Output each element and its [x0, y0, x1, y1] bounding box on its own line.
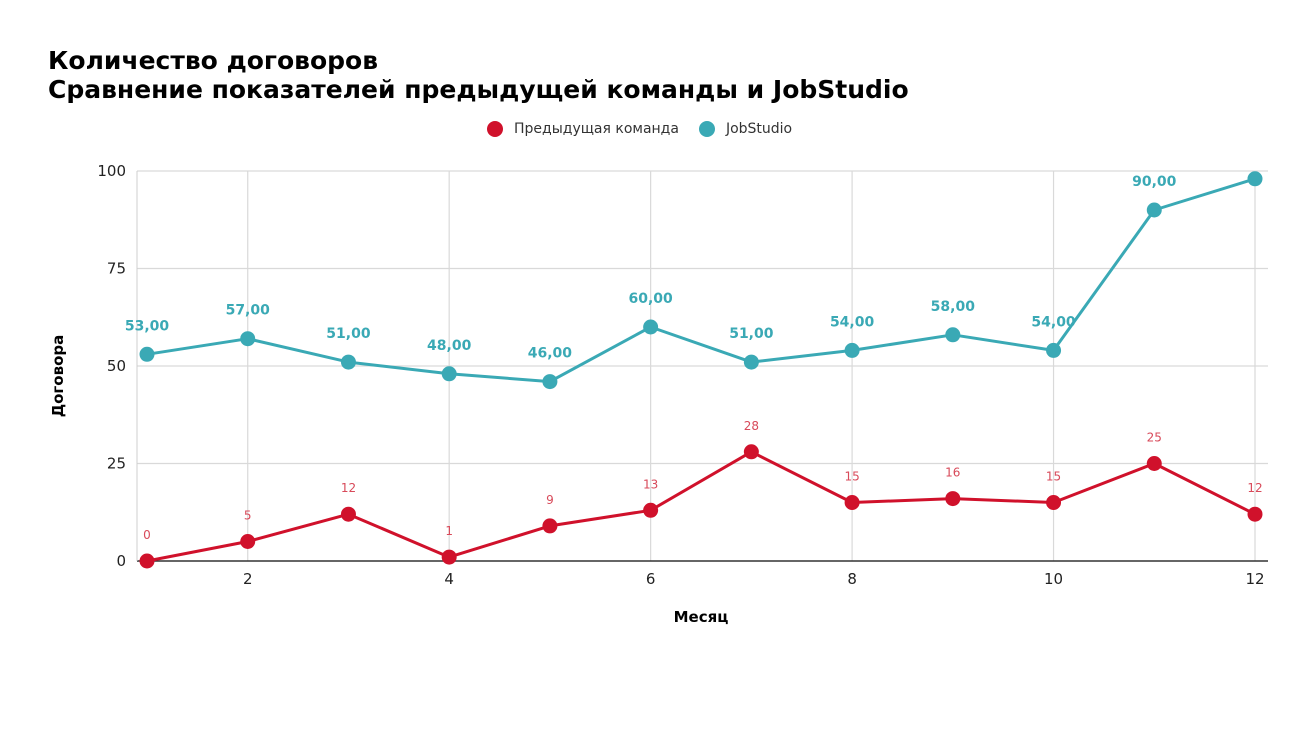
data-label-previous-team-5: 9 [546, 493, 554, 507]
legend-label-jobstudio: JobStudio [725, 121, 793, 137]
legend-swatch-previous-team [487, 121, 503, 137]
data-point-jobstudio-8 [844, 342, 860, 358]
x-tick-label-12: 12 [1245, 570, 1264, 588]
data-label-jobstudio-9: 58,00 [931, 299, 976, 315]
chart-title-line1: Количество договоров [48, 46, 379, 75]
data-point-previous-team-12 [1247, 506, 1263, 522]
y-tick-label-50: 50 [107, 357, 126, 375]
data-label-jobstudio-3: 51,00 [326, 326, 371, 342]
legend-item-previous-team[interactable]: Предыдущая команда [487, 121, 679, 137]
data-label-previous-team-8: 15 [844, 470, 859, 484]
x-tick-label-4: 4 [444, 570, 454, 588]
data-point-jobstudio-7 [743, 354, 759, 370]
legend-label-previous-team: Предыдущая команда [514, 121, 679, 137]
x-tick-label-10: 10 [1044, 570, 1063, 588]
data-point-previous-team-5 [542, 518, 558, 534]
data-point-jobstudio-5 [542, 374, 558, 390]
data-point-jobstudio-9 [945, 327, 961, 343]
data-point-jobstudio-3 [340, 354, 356, 370]
legend-item-jobstudio[interactable]: JobStudio [698, 121, 793, 137]
y-axis-title: Договора [49, 335, 67, 417]
data-point-jobstudio-4 [441, 366, 457, 382]
data-point-jobstudio-12 [1247, 171, 1263, 187]
data-label-previous-team-6: 13 [643, 477, 658, 491]
data-label-jobstudio-2: 57,00 [226, 303, 271, 319]
chart-title-line2: Сравнение показателей предыдущей команды… [48, 75, 909, 104]
data-point-jobstudio-11 [1146, 202, 1162, 218]
data-label-previous-team-9: 16 [945, 466, 960, 480]
y-tick-label-100: 100 [97, 162, 126, 180]
data-point-previous-team-7 [743, 444, 759, 460]
data-label-previous-team-11: 25 [1147, 431, 1162, 445]
data-label-jobstudio-11: 90,00 [1132, 174, 1177, 190]
x-axis-title: Месяц [674, 608, 729, 626]
data-label-jobstudio-1: 53,00 [125, 318, 170, 334]
series-jobstudio: 53,00 57,00 51,00 48,00 46,00 60,00 51,00 54,00… [125, 171, 1263, 390]
y-tick-label-0: 0 [116, 552, 126, 570]
data-point-previous-team-3 [340, 506, 356, 522]
data-label-previous-team-7: 28 [744, 419, 759, 433]
data-label-previous-team-10: 15 [1046, 470, 1061, 484]
axes [136, 171, 1268, 562]
data-point-previous-team-11 [1146, 456, 1162, 471]
data-point-previous-team-1 [139, 553, 155, 569]
data-point-previous-team-6 [643, 502, 659, 518]
grid-lines [137, 170, 1268, 561]
data-point-previous-team-4 [441, 549, 457, 565]
data-label-previous-team-3: 12 [341, 481, 356, 495]
data-label-previous-team-12: 12 [1247, 481, 1262, 495]
data-point-jobstudio-6 [643, 319, 659, 335]
x-tick-label-8: 8 [847, 570, 857, 588]
data-point-previous-team-9 [945, 491, 961, 507]
data-label-jobstudio-7: 51,00 [729, 326, 774, 342]
data-point-previous-team-10 [1046, 495, 1062, 510]
legend-swatch-jobstudio [698, 121, 715, 137]
x-tick-label-2: 2 [243, 570, 253, 588]
chart-legend: Предыдущая команда JobStudio [487, 121, 812, 137]
x-tick-label-6: 6 [646, 570, 656, 588]
series-line-jobstudio [146, 177, 1256, 384]
data-point-jobstudio-2 [240, 331, 256, 347]
data-point-jobstudio-10 [1046, 342, 1062, 358]
data-label-jobstudio-5: 46,00 [528, 346, 573, 362]
y-tick-label-75: 75 [107, 260, 126, 278]
data-label-jobstudio-8: 54,00 [830, 314, 875, 330]
chart-title: Количество договоров Сравнение показател… [48, 46, 909, 104]
data-label-jobstudio-6: 60,00 [628, 291, 673, 307]
data-label-previous-team-2: 5 [244, 509, 252, 523]
data-label-previous-team-1: 0 [143, 528, 151, 542]
y-tick-label-25: 25 [107, 455, 126, 473]
data-point-jobstudio-1 [139, 346, 155, 362]
data-point-previous-team-2 [240, 534, 256, 549]
data-point-previous-team-8 [844, 495, 860, 510]
series-line-previous-team [146, 450, 1256, 563]
data-label-jobstudio-10: 54,00 [1031, 314, 1076, 330]
data-label-jobstudio-4: 48,00 [427, 338, 472, 354]
data-label-previous-team-4: 1 [445, 524, 453, 538]
